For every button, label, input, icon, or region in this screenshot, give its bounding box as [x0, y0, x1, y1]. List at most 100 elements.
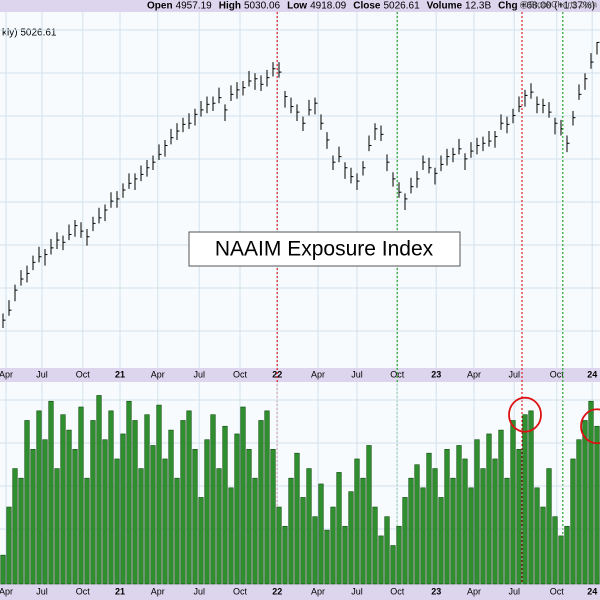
axis-strip	[0, 584, 600, 600]
bar	[168, 429, 174, 585]
header-value: 4957.19	[176, 1, 213, 12]
x-tick-label: Apr	[467, 369, 481, 379]
bar	[276, 506, 282, 585]
bar	[504, 477, 510, 585]
bar	[228, 487, 234, 585]
bar	[582, 420, 588, 585]
bar	[186, 410, 192, 585]
bar	[180, 420, 186, 585]
header-value: 5030.06	[244, 1, 281, 12]
x-tick-label: Oct	[76, 369, 91, 379]
title-box	[188, 231, 461, 267]
bar	[444, 449, 450, 585]
bar	[204, 439, 210, 585]
bar	[90, 420, 96, 585]
price-panel	[0, 12, 600, 368]
header-label: Low	[287, 1, 307, 12]
bar	[12, 468, 18, 585]
bar	[492, 458, 498, 585]
bar	[126, 400, 132, 585]
bar	[144, 414, 150, 585]
bar	[420, 487, 426, 585]
price-label: kly) 5026.61	[2, 28, 57, 39]
bar	[306, 468, 312, 585]
bar	[450, 477, 456, 585]
x-tick-label: Apr	[311, 586, 325, 596]
bar	[468, 487, 474, 585]
x-tick-label: 23	[431, 369, 441, 379]
header-value: 4918.09	[310, 1, 347, 12]
x-tick-label: Jul	[193, 369, 205, 379]
bar	[84, 477, 90, 585]
header-label: Open	[147, 1, 173, 12]
bar	[156, 404, 162, 585]
bar	[72, 449, 78, 585]
x-tick-label: Jul	[193, 586, 205, 596]
bar	[264, 410, 270, 585]
header-value: 5026.61	[383, 1, 420, 12]
x-tick-label: Jul	[508, 369, 520, 379]
chart-title: NAAIM Exposure Index	[215, 238, 434, 261]
bar	[432, 468, 438, 585]
bar	[564, 525, 570, 585]
bar	[540, 506, 546, 585]
x-tick-label: Jul	[351, 369, 363, 379]
plot-layer: Apr Jul Oct 21 Apr Jul Oct 22 Apr Jul Oct 23 Apr Jul O…	[0, 12, 600, 596]
x-tick-label: Apr	[151, 369, 165, 379]
bar	[408, 477, 414, 585]
bar	[288, 477, 294, 585]
bar	[312, 516, 318, 585]
x-tick-label: Apr	[0, 586, 13, 596]
bar	[456, 445, 462, 585]
bar	[138, 468, 144, 585]
bar	[252, 477, 258, 585]
bar	[210, 414, 216, 585]
bar	[576, 439, 582, 585]
bar	[66, 429, 72, 585]
x-tick-label: Oct	[550, 369, 565, 379]
x-tick-label: Oct	[76, 586, 91, 596]
bar	[498, 429, 504, 585]
x-tick-label: Oct	[233, 369, 248, 379]
x-tick-label: Oct	[390, 586, 405, 596]
bar	[558, 535, 564, 585]
bar	[318, 483, 324, 585]
x-tick-label: 24	[587, 586, 597, 596]
bar	[108, 410, 114, 585]
header-label: Volume	[427, 1, 463, 12]
bar	[546, 468, 552, 585]
bar	[282, 525, 288, 585]
bar	[438, 497, 444, 585]
x-tick-label: 24	[587, 369, 597, 379]
bar	[324, 529, 330, 585]
x-tick-label: Jul	[508, 586, 520, 596]
bar	[270, 449, 276, 585]
bar	[198, 497, 204, 585]
bar	[378, 535, 384, 585]
x-tick-label: 21	[115, 586, 125, 596]
bar	[384, 516, 390, 585]
x-tick-label: Jul	[36, 586, 48, 596]
x-tick-label: Apr	[151, 586, 165, 596]
x-tick-label: Jul	[351, 586, 363, 596]
bar	[120, 433, 126, 585]
highlight-circle	[508, 396, 542, 433]
bar	[516, 449, 522, 585]
bar	[360, 477, 366, 585]
bar	[588, 400, 594, 585]
bar	[300, 497, 306, 585]
bar	[102, 439, 108, 585]
header-value: +68.00 (+1.37%)	[521, 1, 596, 12]
bar	[552, 516, 558, 585]
bar	[414, 464, 420, 585]
header-value: 12.3B	[465, 1, 491, 12]
bar	[348, 491, 354, 585]
x-tick-label: Oct	[390, 369, 405, 379]
bar	[390, 545, 396, 585]
bar	[0, 554, 6, 585]
bar	[294, 452, 300, 585]
bar	[174, 477, 180, 585]
bar	[336, 472, 342, 585]
bar	[6, 506, 12, 585]
